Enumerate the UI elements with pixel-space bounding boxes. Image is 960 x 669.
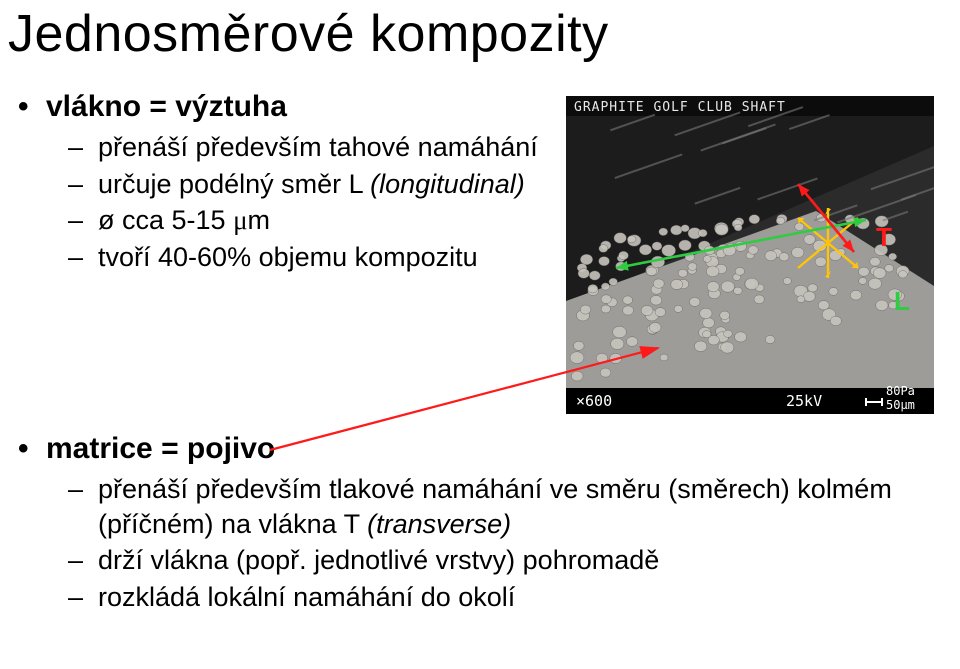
matrix-item: rozkládá lokální namáhání do okolí	[68, 580, 918, 615]
svg-text:80Pa: 80Pa	[886, 384, 915, 398]
matrix-item: přenáší především tlakové namáhání ve sm…	[68, 472, 918, 541]
svg-text:T: T	[876, 222, 892, 252]
svg-text:25kV: 25kV	[786, 392, 822, 410]
text: určuje podélný směr L (longitudinal)	[98, 169, 525, 199]
text: drží vlákna (popř. jednotlivé vrstvy) po…	[98, 545, 659, 575]
matrix-heading: matrice = pojivo	[18, 432, 918, 466]
fiber-item: tvoří 40-60% objemu kompozitu	[68, 240, 538, 275]
sem-figure: GRAPHITE GOLF CLUB SHAFT T L ×600 25kV 80Pa50…	[566, 96, 934, 414]
svg-text:50μm: 50μm	[886, 398, 915, 412]
text: ø cca 5-15 μm	[98, 205, 270, 235]
matrix-item: drží vlákna (popř. jednotlivé vrstvy) po…	[68, 543, 918, 578]
sem-svg: GRAPHITE GOLF CLUB SHAFT T L ×600 25kV 80Pa50…	[566, 96, 934, 414]
slide-title: Jednosměrové kompozity	[8, 4, 609, 64]
fiber-block: vlákno = výztuha přenáší především tahov…	[18, 90, 538, 276]
svg-text:GRAPHITE GOLF CLUB SHAFT: GRAPHITE GOLF CLUB SHAFT	[574, 100, 786, 115]
svg-text:×600: ×600	[576, 392, 612, 410]
fiber-item: ø cca 5-15 μm	[68, 203, 538, 238]
fiber-item: určuje podélný směr L (longitudinal)	[68, 167, 538, 202]
matrix-block: matrice = pojivo přenáší především tlako…	[18, 432, 918, 616]
text: přenáší především tlakové namáhání ve sm…	[98, 474, 892, 539]
text: přenáší především tahové namáhání	[98, 132, 538, 162]
text: tvoří 40-60% objemu kompozitu	[98, 242, 478, 272]
svg-text:L: L	[894, 286, 910, 316]
fiber-heading: vlákno = výztuha	[18, 90, 538, 124]
fiber-item: přenáší především tahové namáhání	[68, 130, 538, 165]
text: rozkládá lokální namáhání do okolí	[98, 582, 515, 612]
